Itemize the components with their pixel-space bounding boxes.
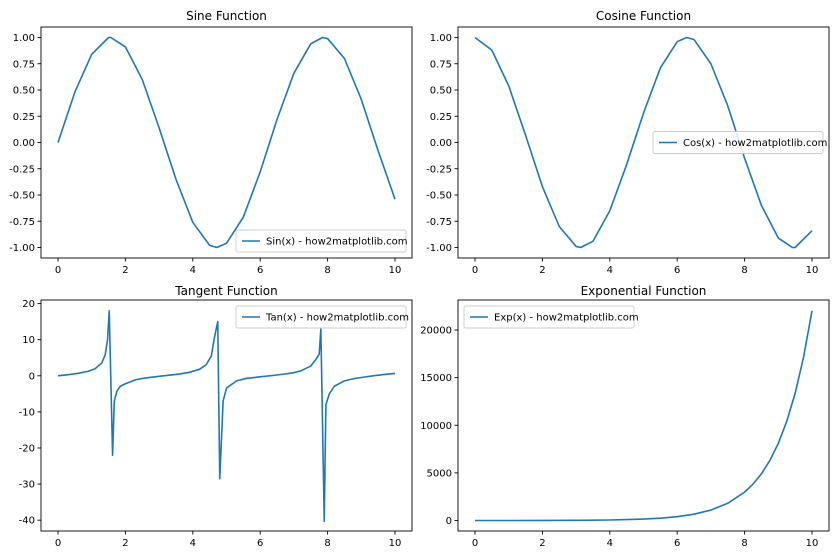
sine-x-tick-label: 4 xyxy=(190,265,196,276)
exponential-x-tick-label: 8 xyxy=(741,538,747,549)
cosine-y-tick-label: 0.25 xyxy=(430,112,452,123)
exponential-plot-title: Exponential Function xyxy=(581,284,707,298)
sine-x-tick-label: 10 xyxy=(389,265,402,276)
tangent-y-tick-label: 20 xyxy=(22,299,35,310)
exponential-plot-area: 0 2 4 6 8 10 20000 15000 10000 5000 0 Exp(x) - how2… xyxy=(420,305,819,549)
tangent-y-tick-label: -40 xyxy=(19,516,35,527)
sine-series-line xyxy=(57,36,396,249)
tangent-plot-frame xyxy=(40,299,413,532)
exponential-x-tick-label: 4 xyxy=(607,538,613,549)
tangent-x-tick-label: 8 xyxy=(324,538,330,549)
cosine-plot: Cosine Function 0 2 4 6 8 101.000.750.500.250… xyxy=(426,9,830,276)
cosine-y-tick-label: 0.75 xyxy=(430,59,452,70)
tangent-plot-title: Tangent Function xyxy=(174,284,277,298)
exponential-y-tick-label: 15000 xyxy=(420,373,452,384)
cosine-y-tick-label: 1.00 xyxy=(430,33,452,44)
cosine-legend-label: Cos(x) - how2matplotlib.com xyxy=(683,138,827,149)
cosine-legend: Cos(x) - how2matplotlib.com xyxy=(652,131,827,154)
sine-y-tick-label: 0.50 xyxy=(13,86,35,97)
cosine-y-tick-label: 0.50 xyxy=(430,86,452,97)
tangent-x-tick-label: 0 xyxy=(55,538,61,549)
cosine-x-tick-label: 8 xyxy=(741,265,747,276)
sine-y-tick-label: -0.75 xyxy=(9,217,35,228)
cosine-x-tick-label: 4 xyxy=(607,265,613,276)
tangent-plot: Tangent Function 0 2 4 6 8 10 20 10 0 -10 -20 -30 -4… xyxy=(19,284,413,549)
cosine-x-tick-label: 10 xyxy=(806,265,819,276)
tangent-y-tick-label: 10 xyxy=(22,335,35,346)
cosine-series-line xyxy=(474,36,813,249)
sine-y-tick-label: 0.00 xyxy=(13,138,35,149)
cosine-y-tick-label: -0.75 xyxy=(426,217,452,228)
exponential-x-tick-label: 6 xyxy=(674,538,680,549)
tangent-series-line xyxy=(57,310,396,523)
cosine-x-tick-label: 2 xyxy=(539,265,545,276)
tangent-plot-area: 0 2 4 6 8 10 20 10 0 -10 -20 -30 -40 Tan(x) - how2mat… xyxy=(19,299,409,549)
tangent-y-tick-label: -30 xyxy=(19,480,35,491)
exponential-x-tick-label: 10 xyxy=(806,538,819,549)
sine-legend-label: Sin(x) - how2matplotlib.com xyxy=(266,237,408,248)
tangent-y-tick-label: 0 xyxy=(29,371,35,382)
tangent-legend-label: Tan(x) - how2matplotlib.com xyxy=(265,313,409,324)
tangent-x-tick-label: 10 xyxy=(389,538,402,549)
exponential-plot: Exponential Function 0 2 4 6 8 10 20000 15000 10… xyxy=(420,284,830,549)
exponential-legend-box xyxy=(463,305,635,329)
cosine-y-tick-label: 0.00 xyxy=(430,138,452,149)
cosine-x-tick-label: 6 xyxy=(674,265,680,276)
sine-y-tick-label: 1.00 xyxy=(13,33,35,44)
cosine-plot-area: 0 2 4 6 8 10 1.00 0.75 0.50 0.25 0.00 -0.25 -0.50 -0.… xyxy=(426,33,827,276)
tangent-legend-box xyxy=(235,305,407,329)
exponential-y-tick-label: 20000 xyxy=(420,326,452,337)
exponential-series-line xyxy=(474,310,813,522)
exponential-plot-frame xyxy=(457,299,830,532)
sine-y-tick-label: -1.00 xyxy=(9,243,35,254)
exponential-legend-label: Exp(x) - how2matplotlib.com xyxy=(494,313,639,324)
sine-y-tick-label: 0.25 xyxy=(13,112,35,123)
sine-y-tick-label: -0.50 xyxy=(9,191,35,202)
cosine-y-tick-label: -0.50 xyxy=(426,191,452,202)
tangent-x-tick-label: 4 xyxy=(190,538,196,549)
sine-y-tick-label: -0.25 xyxy=(9,164,35,175)
tangent-x-tick-label: 2 xyxy=(122,538,128,549)
cosine-y-tick-label: -0.25 xyxy=(426,164,452,175)
exponential-legend: Exp(x) - how2matplotlib.com xyxy=(463,305,639,329)
sine-x-tick-label: 2 xyxy=(122,265,128,276)
tangent-y-tick-label: -20 xyxy=(19,443,35,454)
cosine-plot-title: Cosine Function xyxy=(596,9,691,23)
sine-x-tick-label: 6 xyxy=(257,265,263,276)
cosine-x-tick-label: 0 xyxy=(472,265,478,276)
cosine-legend-box xyxy=(652,131,824,154)
exponential-y-tick-label: 0 xyxy=(446,516,452,527)
exponential-x-tick-label: 2 xyxy=(539,538,545,549)
exponential-y-tick-label: 10000 xyxy=(420,421,452,432)
sine-x-tick-label: 8 xyxy=(324,265,330,276)
exponential-y-tick-label: 5000 xyxy=(427,468,452,479)
exponential-x-tick-label: 0 xyxy=(472,538,478,549)
sine-y-tick-label: 0.75 xyxy=(13,59,35,70)
sine-legend-box xyxy=(235,229,407,253)
sine-plot-title: Sine Function xyxy=(186,9,267,23)
tangent-x-tick-label: 6 xyxy=(257,538,263,549)
cosine-y-tick-label: -1.00 xyxy=(426,243,452,254)
sine-plot: Sine Function 0 2 4 6 8 10 1.00 0.75 0.50 0.25 0.0… xyxy=(9,9,413,276)
sine-legend: Sin(x) - how2matplotlib.com xyxy=(235,229,408,253)
tangent-legend: Tan(x) - how2matplotlib.com xyxy=(235,305,409,329)
sine-plot-area: 0 2 4 6 8 10 1.00 0.75 0.50 0.25 0.00 -0.25 -0.50 -0.… xyxy=(9,33,407,276)
sine-plot-frame xyxy=(40,26,413,259)
sine-x-tick-label: 0 xyxy=(55,265,61,276)
tangent-y-tick-label: -10 xyxy=(19,407,35,418)
